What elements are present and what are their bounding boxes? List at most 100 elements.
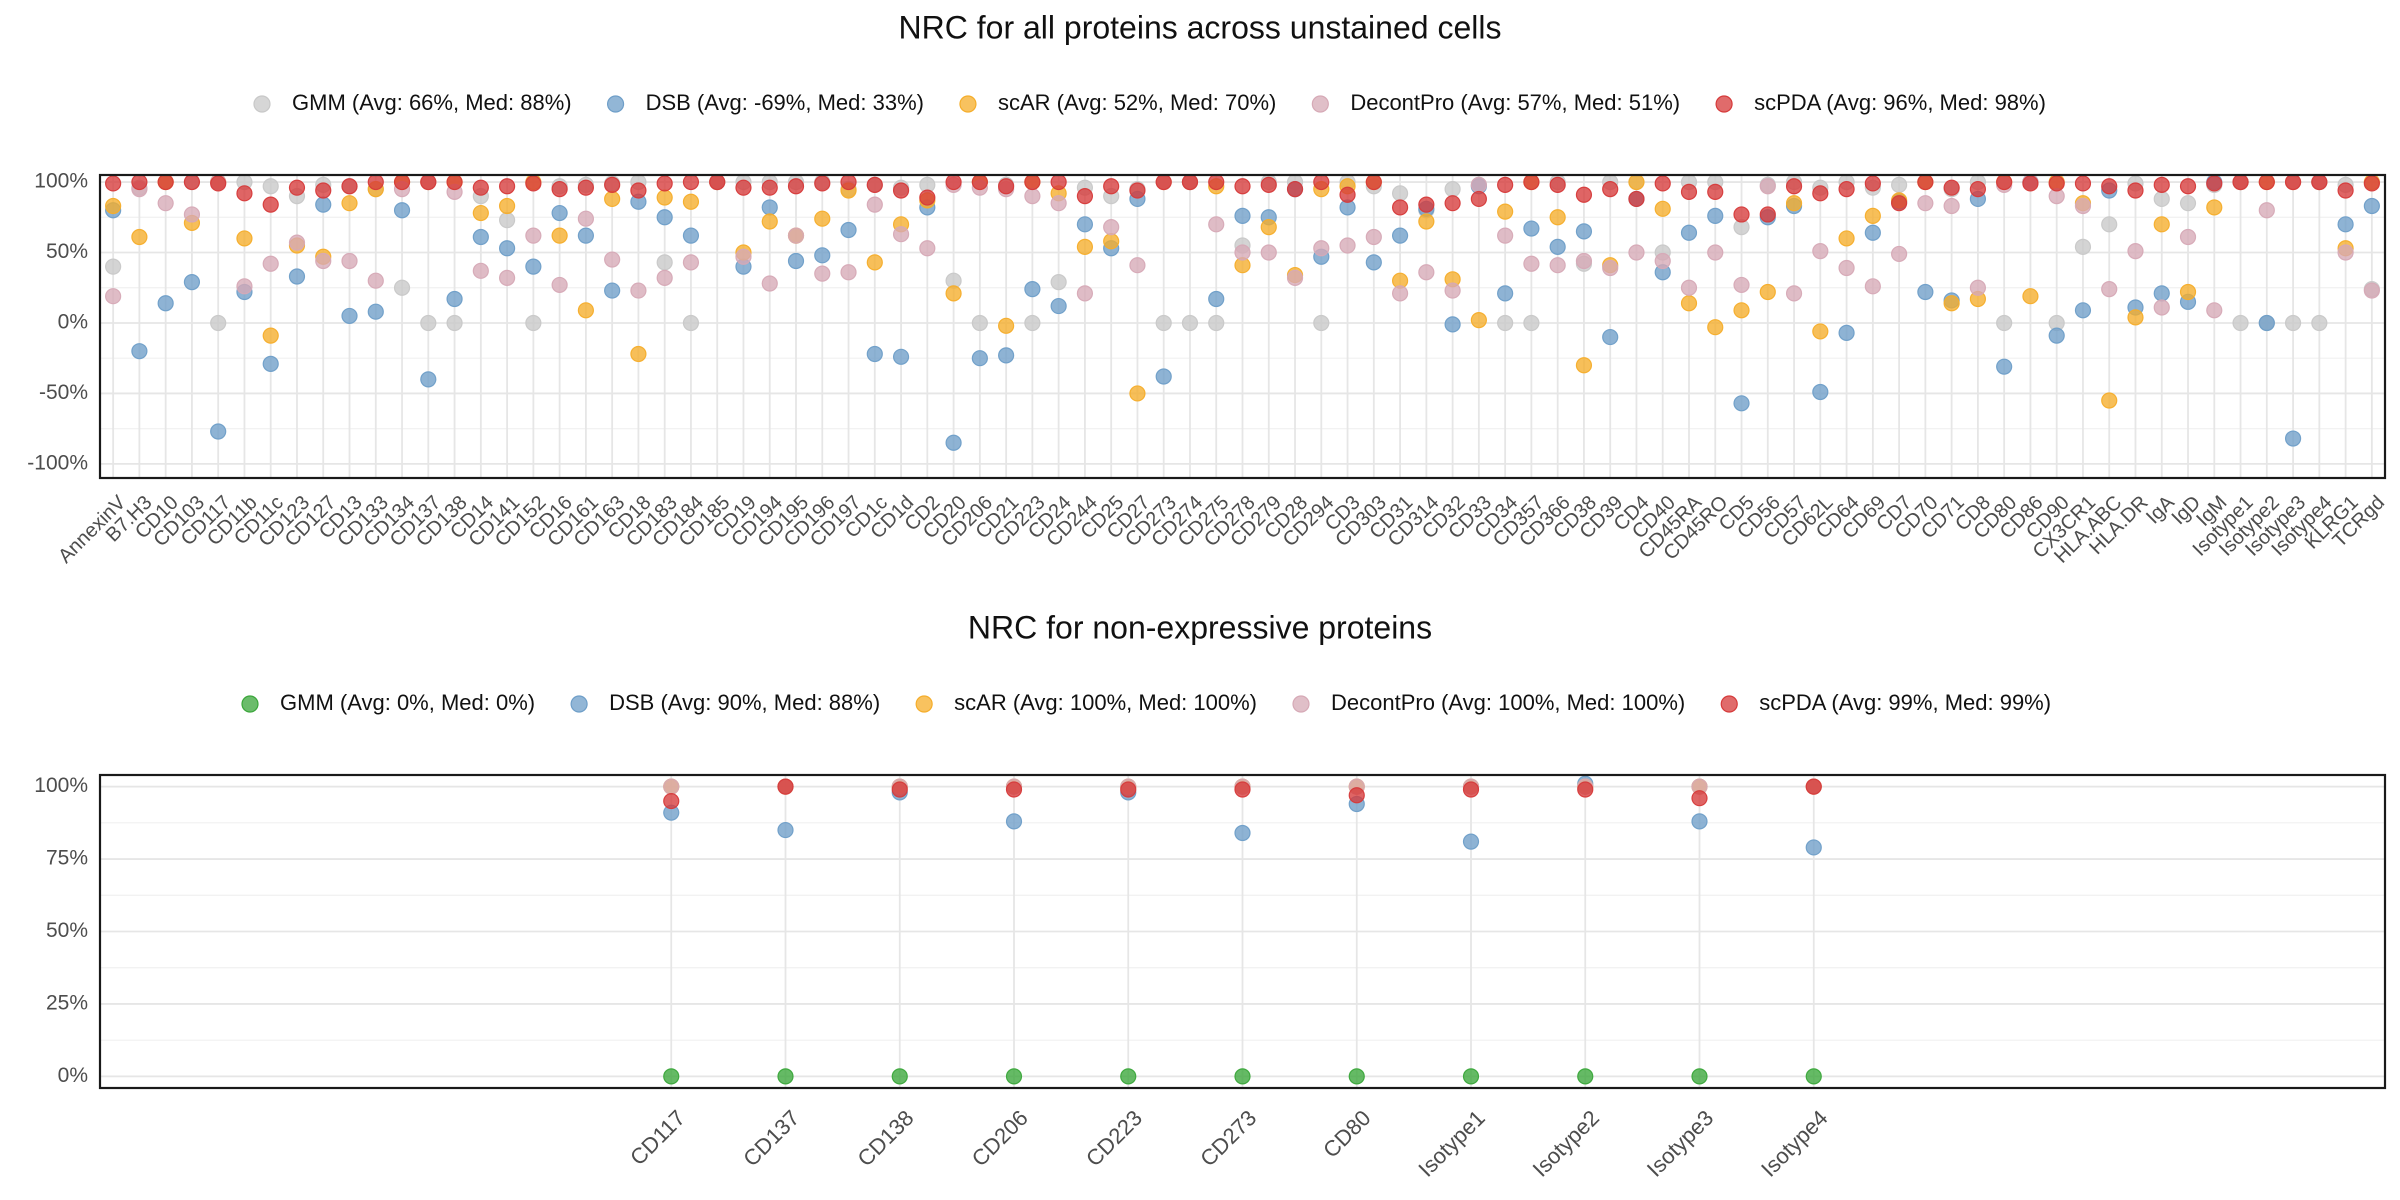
data-point (472, 228, 489, 246)
data-point (1470, 312, 1487, 329)
data-point (2022, 288, 2039, 305)
data-point (1577, 781, 1594, 798)
data-point (630, 182, 647, 199)
data-point (472, 179, 489, 196)
data-point (367, 175, 384, 191)
data-point (761, 199, 778, 216)
data-point (1497, 203, 1514, 220)
data-point (131, 228, 148, 246)
data-point (2074, 302, 2092, 319)
data-point (1575, 252, 1593, 270)
legend-swatch (606, 95, 625, 113)
y-tick-label: 50% (46, 919, 88, 942)
data-point (315, 252, 332, 270)
data-point (682, 227, 700, 244)
data-point (2258, 202, 2275, 219)
data-point (2127, 309, 2144, 326)
data-point (1391, 185, 1409, 202)
data-point (2127, 243, 2144, 260)
data-point (2337, 244, 2354, 261)
data-point (1891, 176, 1908, 193)
data-point (1208, 314, 1225, 332)
data-point (1462, 781, 1480, 798)
data-point (1759, 178, 1776, 195)
data-point (525, 227, 542, 244)
data-point (367, 272, 384, 289)
data-point (1707, 244, 1724, 261)
data-point (1497, 314, 1514, 332)
data-point (1260, 219, 1277, 236)
data-point (2074, 197, 2092, 215)
data-point (2311, 314, 2328, 332)
legend-label: DSB (Avg: -69%, Med: 33%) (646, 90, 924, 115)
data-point (1549, 238, 1566, 255)
data-point (1005, 813, 1023, 830)
x-tick-label: CD138 (852, 1105, 918, 1171)
data-point (1120, 781, 1137, 798)
data-point (1523, 314, 1540, 332)
x-tick-label: CD273 (1195, 1105, 1261, 1171)
data-point (1365, 228, 1382, 246)
data-point (2101, 178, 2118, 195)
data-point (1024, 188, 1041, 205)
data-point (341, 178, 358, 195)
data-point (840, 221, 857, 239)
data-point (1838, 259, 1855, 277)
data-point (498, 211, 516, 229)
data-point (1577, 1068, 1594, 1085)
data-point (1339, 186, 1356, 203)
data-point (315, 196, 332, 213)
y-tick-label: 100% (34, 774, 88, 797)
legend-item: DSB (Avg: -69%, Med: 33%) (606, 90, 924, 115)
legend-item: scPDA (Avg: 96%, Med: 98%) (1715, 90, 2046, 115)
data-point (1812, 243, 1829, 260)
data-point (1969, 279, 1987, 296)
chart-title: NRC for non-expressive proteins (968, 609, 1432, 645)
data-point (1208, 290, 1225, 308)
data-point (2101, 216, 2118, 233)
data-point (1549, 176, 1566, 193)
data-point (971, 175, 988, 191)
data-point (777, 778, 794, 795)
data-point (1418, 196, 1435, 213)
data-point (761, 179, 778, 196)
data-point (2048, 175, 2065, 192)
data-point (1120, 1068, 1137, 1085)
y-tick-label: -50% (39, 381, 88, 404)
legend-item: GMM (Avg: 0%, Med: 0%) (241, 690, 535, 715)
data-point (577, 179, 594, 196)
data-point (1785, 178, 1803, 195)
data-point (2206, 302, 2223, 319)
x-tick-label: Isotype4 (1756, 1105, 1832, 1181)
data-point (787, 252, 805, 270)
data-point (604, 176, 621, 193)
data-point (630, 282, 647, 299)
data-point (525, 314, 542, 332)
data-point (1234, 244, 1251, 261)
data-point (1076, 285, 1094, 302)
data-point (1996, 314, 2013, 332)
data-point (1234, 178, 1251, 195)
y-tick-label: 50% (46, 240, 88, 263)
data-point (814, 265, 831, 282)
data-point (1805, 839, 1822, 856)
data-point (1076, 188, 1094, 205)
data-point (787, 227, 805, 244)
data-point (315, 182, 332, 199)
legend-label: scAR (Avg: 100%, Med: 100%) (954, 690, 1257, 715)
data-point (1785, 195, 1803, 212)
x-tick-label: CD117 (625, 1105, 690, 1170)
data-point (971, 350, 988, 367)
data-point (551, 227, 568, 244)
data-point (2153, 285, 2170, 302)
data-point (1680, 295, 1698, 312)
data-point (2048, 327, 2065, 344)
x-tick-label: CD137 (738, 1105, 804, 1171)
data-point (840, 175, 857, 191)
data-point (1260, 176, 1277, 193)
data-point (682, 175, 700, 191)
data-point (131, 343, 148, 360)
data-point (630, 345, 647, 363)
data-point (498, 197, 516, 215)
data-point (1470, 176, 1487, 193)
